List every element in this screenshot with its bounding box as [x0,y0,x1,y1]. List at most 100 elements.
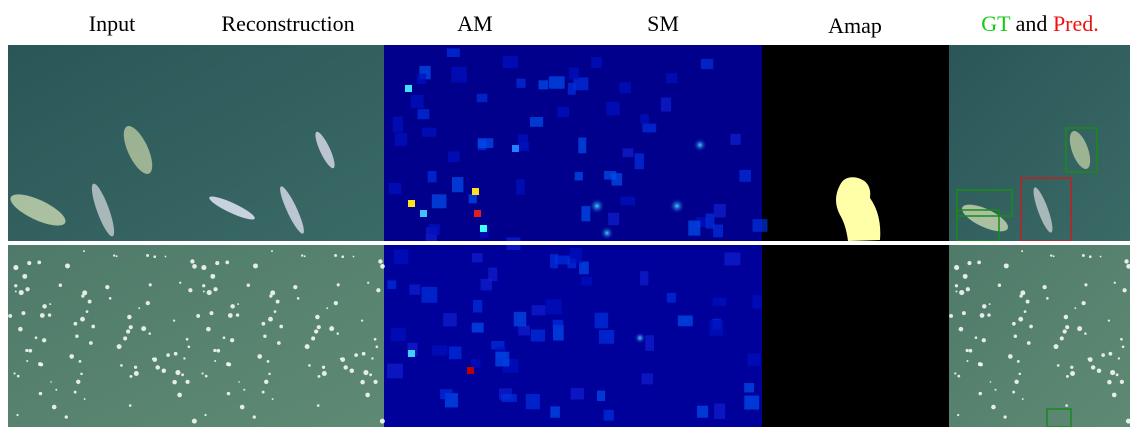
sparkle [962,273,968,279]
sparkle [349,368,355,374]
heat-cell [517,134,528,149]
sparkle [273,310,277,314]
sparkle [1021,250,1024,253]
heat-cell [410,94,424,109]
sparkle [1046,297,1049,300]
sparkle [315,314,320,320]
sparkle [957,374,961,378]
sparkle [204,374,208,378]
heat-cell [619,82,631,94]
heat-cell [416,73,427,85]
sparkle [1125,418,1130,424]
sparkle [268,316,273,322]
sparkle [257,354,263,359]
heat-cell [448,346,462,360]
heat-cell [525,393,540,410]
sparkle [133,371,139,376]
heat-cell [427,171,437,183]
sparkle [1108,351,1113,356]
sparkle [1119,379,1125,385]
heat-cell [531,305,546,316]
heat-cell [472,253,483,263]
image-details [8,48,1130,427]
sparkle [133,365,138,369]
sparkle [363,369,369,376]
sparkle [1025,299,1030,304]
sparkle [1016,359,1020,363]
sparkle [303,255,306,258]
sparkle [105,284,110,290]
heat-cell [519,141,530,152]
heat-cell [608,212,620,226]
sparkle [1096,368,1102,374]
sparkle [329,326,335,332]
sparkle [115,255,118,258]
heat-cell [447,151,460,163]
sparkle [243,388,246,391]
sparkle [1059,336,1064,341]
sparkle [175,369,181,376]
sparkle [18,326,23,332]
sparkle [961,311,966,316]
sparkle [311,336,316,341]
sparkle [1021,398,1024,400]
sparkle [51,404,57,410]
sparkle [958,326,964,332]
sparkle [334,253,338,257]
sparkle [1070,371,1076,376]
sparkle [82,290,88,296]
sparkle [1029,324,1033,329]
heat-cell [598,329,615,344]
sparkle [354,353,358,357]
sparkle [80,316,85,322]
sparkle [268,372,271,376]
heat-cell [432,345,448,356]
heat-cell [744,383,755,393]
heat-cell [640,271,649,286]
column-header: SM [647,11,679,36]
column-header: Reconstruction [221,11,354,36]
heat-cell [554,255,571,265]
sparkle [1101,353,1105,357]
sparkle [202,290,205,293]
heat-cell [421,127,437,137]
sparkle [1065,374,1069,378]
heat-cell [421,286,438,303]
sparkle [64,415,68,419]
sparkle [1008,354,1013,359]
sparkle [81,294,85,298]
sparkle [227,313,233,318]
sparkle [991,404,996,410]
sparkle [39,313,45,318]
sparkle [979,313,985,318]
sparkle [201,372,204,375]
heat-cell [407,342,418,357]
sparkle [113,254,116,257]
sparkle [965,287,971,292]
heat-cell [642,123,657,133]
heat-cell [388,182,402,195]
sparkle [128,404,132,407]
sparkle [1042,284,1047,290]
sparkle [1077,326,1083,332]
sparkle [202,284,206,288]
sparkle [85,310,89,314]
sparkle [58,283,63,287]
heat-cell [700,58,714,70]
sparkle [25,287,30,292]
sparkle [1019,294,1023,298]
heat-cell [645,335,654,351]
heat-cell [516,78,526,88]
heat-cell [419,65,431,80]
sparkle [127,314,132,320]
heat-cell [634,153,644,170]
sparkle [138,307,141,310]
sparkle [1084,283,1088,287]
sparkle [83,250,85,253]
heat-cell [472,188,479,195]
sparkle [1084,332,1087,335]
heat-cell [677,315,693,327]
sparkle [968,348,973,353]
heat-cell [471,359,481,368]
sparkle [270,290,276,296]
